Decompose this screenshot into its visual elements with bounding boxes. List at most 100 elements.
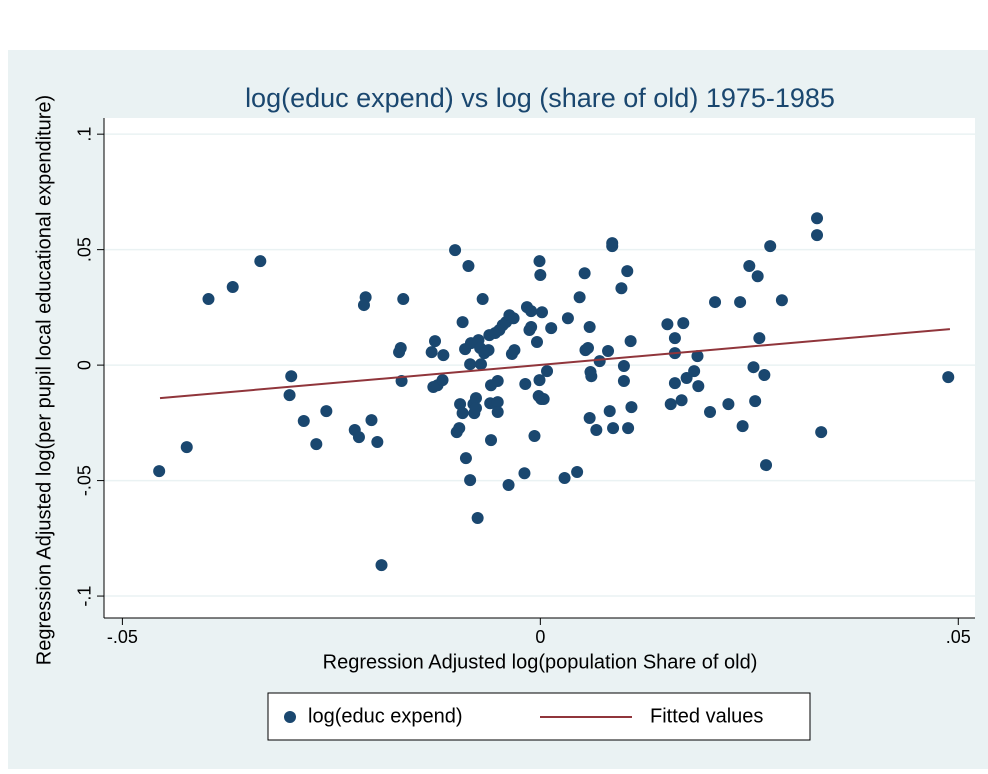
point xyxy=(764,240,777,253)
point xyxy=(583,321,596,334)
point xyxy=(602,345,615,358)
point xyxy=(811,212,824,225)
point xyxy=(519,378,532,391)
point xyxy=(491,396,504,409)
point xyxy=(815,426,828,439)
x-axis-title: Regression Adjusted log(population Share… xyxy=(323,651,758,673)
x-tick-label: .05 xyxy=(946,627,971,647)
point xyxy=(747,361,760,374)
point xyxy=(394,342,407,355)
point xyxy=(469,392,482,405)
point xyxy=(541,365,554,378)
y-tick-label: .05 xyxy=(75,237,95,262)
point xyxy=(624,335,637,348)
point xyxy=(625,401,638,414)
y-axis-title: Regression Adjusted log(per pupil local … xyxy=(33,95,55,665)
point xyxy=(491,375,504,388)
point xyxy=(573,291,586,304)
legend-marker xyxy=(284,711,296,723)
point xyxy=(583,412,596,424)
point xyxy=(775,294,788,307)
point xyxy=(525,305,538,318)
point xyxy=(736,420,749,433)
point xyxy=(533,255,546,268)
point xyxy=(352,431,365,444)
point xyxy=(722,398,735,411)
point xyxy=(482,344,495,357)
point xyxy=(476,293,489,306)
point xyxy=(297,415,310,428)
point xyxy=(454,398,467,411)
point xyxy=(425,346,438,359)
point xyxy=(518,467,531,480)
point xyxy=(180,441,193,454)
point xyxy=(692,380,705,393)
point xyxy=(429,335,442,348)
point xyxy=(607,422,620,435)
legend-label: Fitted values xyxy=(650,705,763,727)
point xyxy=(578,267,591,280)
point xyxy=(226,281,239,294)
point xyxy=(751,270,764,283)
point xyxy=(474,358,487,371)
point xyxy=(371,436,384,449)
point xyxy=(668,332,681,345)
point xyxy=(661,318,674,331)
point xyxy=(462,260,475,273)
point xyxy=(709,296,722,309)
point xyxy=(507,312,520,325)
point xyxy=(320,405,333,418)
point xyxy=(571,466,584,479)
point xyxy=(749,395,762,408)
y-tick-label: -.1 xyxy=(75,586,95,607)
point xyxy=(753,332,766,345)
point xyxy=(585,370,598,383)
point xyxy=(537,393,550,406)
point xyxy=(202,293,215,306)
point xyxy=(545,322,558,335)
point xyxy=(310,438,323,451)
legend-label: log(educ expend) xyxy=(308,705,463,727)
plot-background xyxy=(104,118,975,618)
point xyxy=(691,350,704,363)
point xyxy=(760,459,773,472)
point xyxy=(758,369,771,382)
point xyxy=(397,293,410,306)
point xyxy=(743,260,756,273)
point xyxy=(528,430,541,443)
point xyxy=(561,312,574,325)
point xyxy=(664,398,677,411)
chart-title: log(educ expend) vs log (share of old) 1… xyxy=(245,83,835,113)
point xyxy=(581,342,594,355)
fit-line xyxy=(159,328,951,400)
point xyxy=(453,422,466,435)
point xyxy=(593,355,606,368)
point xyxy=(533,374,546,387)
y-tick-label: -.05 xyxy=(75,465,95,496)
point xyxy=(502,478,515,491)
point xyxy=(704,405,717,418)
point xyxy=(283,389,296,402)
point xyxy=(437,349,450,362)
point xyxy=(677,317,690,330)
point xyxy=(534,269,547,282)
point xyxy=(254,255,267,268)
y-tick-label: .1 xyxy=(75,127,95,142)
point xyxy=(471,512,484,524)
point xyxy=(449,244,462,257)
point xyxy=(375,559,388,572)
y-tick-label: 0 xyxy=(75,360,95,370)
point xyxy=(603,405,616,418)
point xyxy=(153,465,166,478)
point xyxy=(617,360,630,373)
x-tick-label: 0 xyxy=(535,627,545,647)
point xyxy=(508,344,521,357)
point xyxy=(811,229,824,242)
x-tick-label: -.05 xyxy=(107,627,138,647)
point xyxy=(675,394,688,407)
point xyxy=(606,240,619,253)
point xyxy=(456,407,469,420)
legend xyxy=(267,692,811,741)
point xyxy=(617,375,630,388)
point xyxy=(285,370,298,383)
